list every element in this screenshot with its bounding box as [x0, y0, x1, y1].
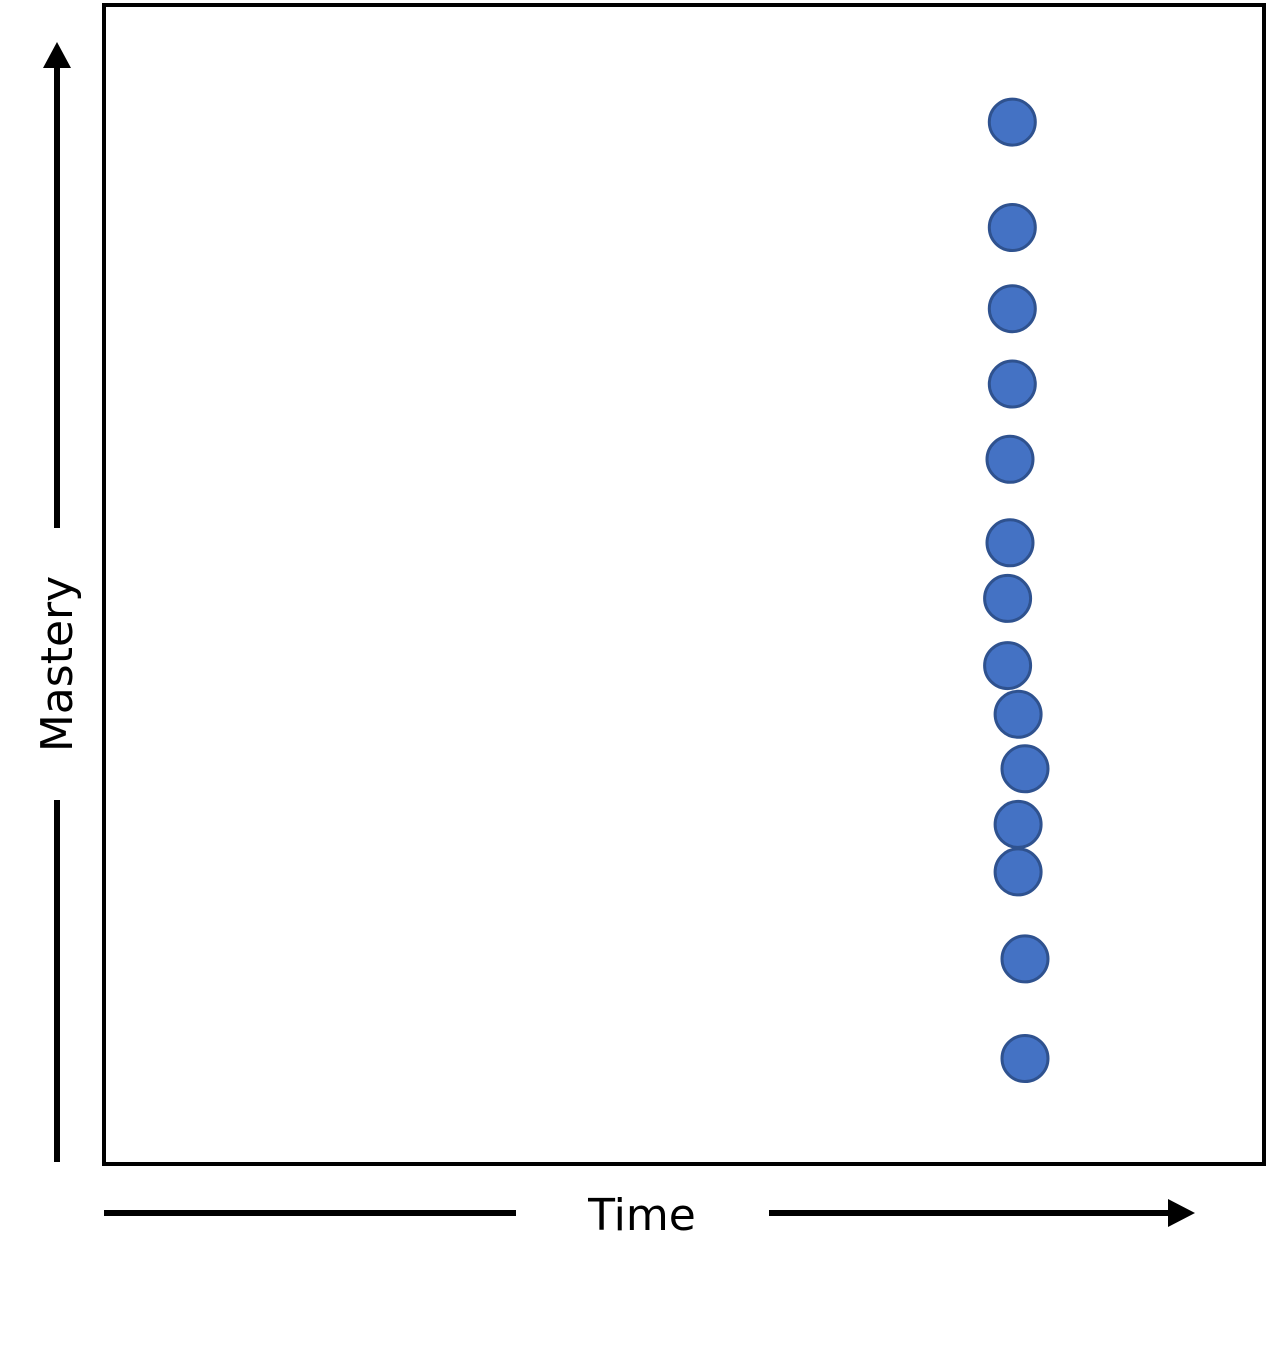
plot-frame [102, 3, 1266, 1166]
data-point-2 [987, 203, 1037, 252]
data-point-7 [983, 573, 1033, 623]
data-point-13 [1000, 934, 1050, 984]
data-point-3 [987, 284, 1037, 334]
data-point-6 [985, 518, 1035, 568]
data-point-11 [993, 799, 1043, 849]
data-point-14 [1000, 1034, 1050, 1083]
data-point-10 [1000, 744, 1050, 794]
x-axis-label: Time [587, 1190, 696, 1241]
x-axis-arrowhead [1168, 1199, 1195, 1227]
data-point-9 [993, 689, 1043, 739]
data-point-8 [983, 641, 1033, 691]
y-axis-label: Mastery [32, 576, 83, 752]
data-point-5 [985, 434, 1035, 484]
y-axis-arrowhead [43, 42, 71, 68]
data-point-12 [993, 847, 1043, 897]
data-point-4 [987, 359, 1037, 409]
scatter-points [983, 97, 1050, 1083]
data-point-1 [987, 97, 1037, 147]
